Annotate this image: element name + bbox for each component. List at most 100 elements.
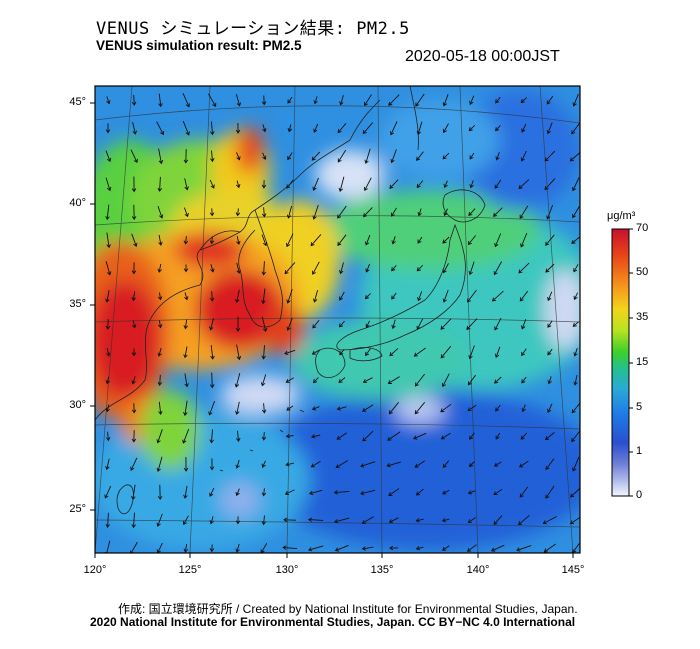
wind-arrow bbox=[130, 457, 138, 471]
credit-line-1: 作成: 国立環境研究所 / Created by National Instit… bbox=[118, 602, 578, 616]
wind-arrow bbox=[469, 152, 475, 160]
wind-arrow bbox=[414, 402, 426, 415]
wind-arrow bbox=[156, 121, 165, 136]
wind-arrow bbox=[235, 516, 241, 525]
wind-arrow bbox=[313, 96, 318, 105]
wind-arrow bbox=[573, 264, 579, 273]
wind-arrow bbox=[286, 317, 293, 331]
wind-arrow bbox=[157, 292, 163, 301]
wind-arrow bbox=[261, 403, 267, 414]
wind-arrow bbox=[235, 401, 240, 416]
wind-arrow bbox=[286, 179, 294, 189]
wind-arrow bbox=[389, 121, 398, 136]
wind-arrow bbox=[466, 318, 478, 330]
wind-arrow bbox=[518, 262, 530, 274]
wind-arrow bbox=[572, 456, 580, 472]
lat-label-35: 35° bbox=[69, 298, 86, 310]
wind-arrow bbox=[157, 347, 162, 357]
wind-arrow bbox=[236, 262, 241, 275]
colorbar-ticks bbox=[629, 228, 633, 497]
wind-arrow bbox=[338, 176, 345, 193]
lat-label-45: 45° bbox=[69, 96, 86, 108]
wind-arrow bbox=[493, 461, 502, 467]
wind-arrow bbox=[545, 485, 555, 499]
wind-arrow bbox=[521, 376, 527, 384]
wind-arrow bbox=[131, 94, 137, 106]
wind-arrow bbox=[209, 458, 215, 471]
wind-arrow bbox=[572, 177, 580, 192]
wind-arrow bbox=[158, 148, 164, 165]
colorbar-tick-5: 5 bbox=[636, 401, 643, 413]
wind-arrow bbox=[520, 97, 528, 104]
wind-arrow bbox=[210, 264, 215, 273]
wind-arrow bbox=[547, 376, 552, 385]
wind-arrow bbox=[337, 205, 347, 219]
wind-arrow bbox=[466, 544, 477, 552]
wind-arrow bbox=[362, 404, 374, 412]
wind-arrow bbox=[284, 349, 296, 356]
wind-arrow bbox=[440, 432, 451, 440]
wind-arrow bbox=[441, 518, 450, 523]
wind-arrow bbox=[415, 488, 424, 496]
wind-arrow bbox=[183, 236, 189, 245]
wind-arrow bbox=[494, 346, 501, 358]
wind-arrow bbox=[391, 292, 397, 300]
wind-arrow bbox=[132, 121, 138, 135]
wind-arrow bbox=[339, 262, 344, 275]
graticule bbox=[95, 86, 580, 553]
wind-arrow bbox=[313, 377, 319, 384]
concentration-field bbox=[95, 86, 580, 553]
wind-arrow bbox=[131, 291, 136, 302]
title-japanese: VENUS シミュレーション結果: PM2.5 bbox=[96, 19, 410, 39]
wind-arrow bbox=[442, 460, 450, 468]
wind-arrow bbox=[467, 374, 476, 386]
wind-arrow bbox=[262, 124, 267, 133]
wind-arrow bbox=[105, 512, 110, 529]
wind-arrow bbox=[546, 122, 553, 135]
wind-arrow bbox=[156, 456, 163, 473]
wind-arrow bbox=[391, 265, 397, 272]
wind-arrow bbox=[468, 345, 475, 360]
wind-arrow bbox=[516, 545, 532, 552]
wind-arrow bbox=[105, 123, 111, 134]
wind-arrow bbox=[307, 545, 324, 552]
wind-arrow bbox=[389, 545, 399, 551]
wind-arrow bbox=[333, 517, 350, 524]
wind-arrow bbox=[573, 375, 578, 386]
wind-arrow bbox=[390, 207, 397, 217]
wind-arrow bbox=[571, 403, 580, 414]
wind-arrow bbox=[261, 432, 267, 441]
wind-arrow bbox=[235, 316, 241, 333]
coastlines bbox=[95, 86, 486, 515]
wind-arrow bbox=[521, 123, 527, 133]
wind-arrow bbox=[365, 263, 371, 273]
wind-arrow bbox=[234, 372, 241, 388]
wind-arrow bbox=[547, 348, 553, 356]
wind-arrow bbox=[443, 208, 448, 217]
wind-arrow bbox=[520, 432, 528, 440]
wind-arrow bbox=[105, 150, 112, 163]
wind-arrow bbox=[521, 348, 527, 357]
wind-arrow bbox=[543, 543, 556, 553]
wind-arrow bbox=[106, 232, 111, 249]
wind-arrow bbox=[413, 347, 426, 357]
wind-arrow bbox=[414, 373, 425, 387]
wind-arrow bbox=[157, 176, 163, 192]
wind-arrow bbox=[261, 515, 267, 526]
wind-arrow bbox=[518, 179, 530, 189]
wind-arrow bbox=[490, 544, 505, 552]
wind-arrow bbox=[571, 430, 580, 443]
wind-arrow bbox=[311, 349, 320, 355]
colorbar-tick-1: 1 bbox=[636, 445, 643, 457]
credit-line-2: 2020 National Institute for Environmenta… bbox=[90, 615, 576, 629]
wind-arrow bbox=[544, 150, 556, 162]
wind-arrow bbox=[467, 490, 476, 495]
wind-arrow bbox=[442, 152, 450, 160]
wind-arrow bbox=[210, 150, 215, 163]
wind-arrow bbox=[521, 319, 527, 330]
wind-arrow bbox=[158, 234, 163, 246]
lon-label-140: 140° bbox=[466, 564, 490, 576]
wind-arrow bbox=[210, 121, 215, 136]
wind-arrow bbox=[209, 544, 215, 553]
